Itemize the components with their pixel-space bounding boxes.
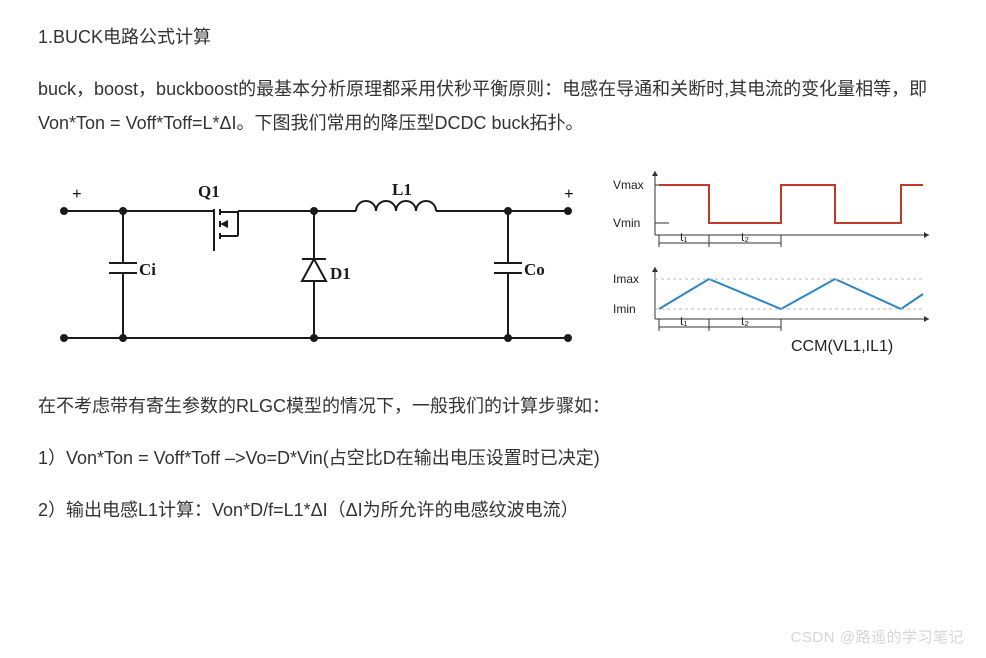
- svg-text:Ci: Ci: [139, 260, 156, 279]
- svg-text:L1: L1: [392, 180, 412, 199]
- buck-circuit-diagram: + Ci Q1 D1 L1 Co +: [38, 163, 593, 361]
- ccm-waveforms-diagram: Vmax Vmin t₁ t₂ Imax Imin t₁ t₂ CCM(VL1,IL1): [601, 163, 931, 361]
- svg-text:+: +: [72, 184, 82, 203]
- section-heading: 1.BUCK电路公式计算: [38, 20, 948, 54]
- svg-text:Imin: Imin: [613, 302, 636, 316]
- svg-text:t₂: t₂: [741, 230, 749, 244]
- svg-text:Vmax: Vmax: [613, 178, 644, 192]
- intro-paragraph: buck，boost，buckboost的最基本分析原理都采用伏秒平衡原则：电感…: [38, 72, 948, 140]
- paragraph-rlgc: 在不考虑带有寄生参数的RLGC模型的情况下，一般我们的计算步骤如：: [38, 389, 948, 423]
- svg-text:Imax: Imax: [613, 272, 639, 286]
- svg-text:D1: D1: [330, 264, 351, 283]
- svg-text:Q1: Q1: [198, 182, 220, 201]
- figures-row: + Ci Q1 D1 L1 Co + Vmax Vmin t₁ t₂ Imax Imin t₁ t₂ CCM…: [38, 163, 948, 361]
- step-1: 1）Von*Ton = Voff*Toff –>Vo=D*Vin(占空比D在输出…: [38, 441, 948, 475]
- svg-text:+: +: [564, 184, 574, 203]
- svg-text:t₂: t₂: [741, 314, 749, 328]
- step-2: 2）输出电感L1计算：Von*D/f=L1*ΔI（ΔI为所允许的电感纹波电流）: [38, 493, 948, 527]
- svg-text:t₁: t₁: [680, 230, 687, 244]
- svg-text:Co: Co: [524, 260, 545, 279]
- watermark: CSDN @路遥的学习笔记: [791, 624, 964, 653]
- svg-text:CCM(VL1,IL1): CCM(VL1,IL1): [791, 338, 893, 355]
- svg-text:Vmin: Vmin: [613, 216, 640, 230]
- svg-text:t₁: t₁: [680, 314, 687, 328]
